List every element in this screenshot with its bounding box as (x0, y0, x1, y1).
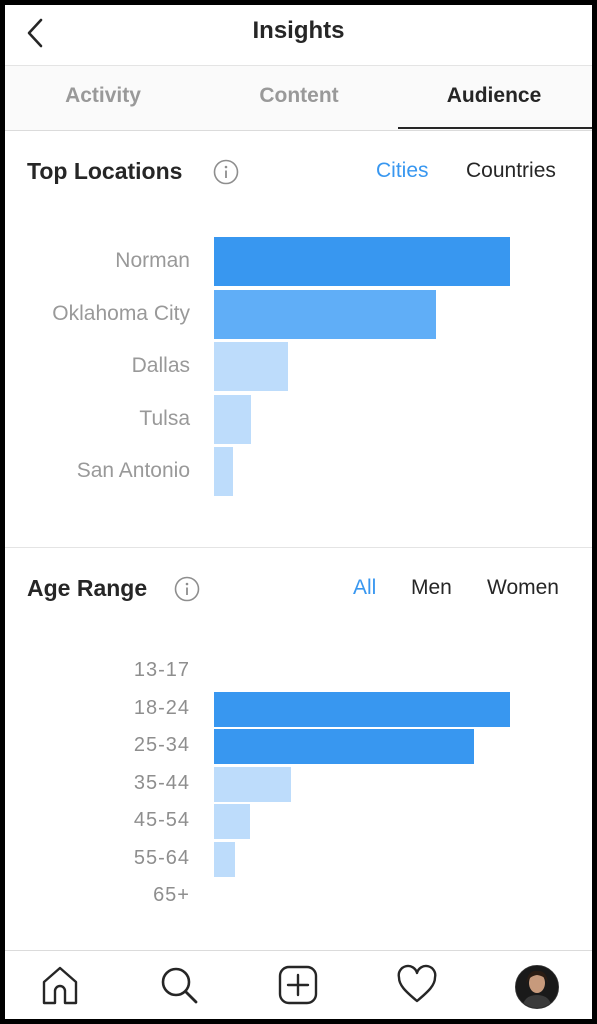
avatar-image (516, 966, 558, 1008)
location-label: Tulsa (139, 406, 190, 430)
age-label: 65+ (153, 884, 190, 906)
location-label: Oklahoma City (52, 301, 190, 325)
info-icon[interactable] (174, 576, 200, 602)
filter-countries[interactable]: Countries (466, 159, 556, 182)
location-bar (214, 447, 234, 496)
filter-women[interactable]: Women (487, 576, 559, 599)
age-bar (214, 841, 235, 877)
age-label: 55-64 (133, 846, 190, 869)
location-bar (214, 237, 510, 286)
tab-activity[interactable]: Activity (65, 84, 141, 107)
age-label: 25-34 (133, 734, 190, 756)
home-icon[interactable] (38, 963, 82, 1007)
location-label: San Antonio (76, 459, 190, 482)
search-icon[interactable] (157, 963, 201, 1007)
age-bar (214, 766, 291, 802)
age-bar (214, 729, 475, 764)
activity-heart-icon[interactable] (395, 963, 439, 1007)
age-bar (214, 804, 250, 839)
header: Insights (5, 5, 592, 66)
top-locations-title: Top Locations (27, 158, 183, 184)
age-bar (214, 691, 510, 727)
location-label: Dallas (131, 354, 190, 377)
page-title: Insights (252, 17, 345, 44)
profile-avatar[interactable] (515, 965, 559, 1009)
filter-all[interactable]: All (353, 576, 377, 599)
bottom-nav (5, 950, 592, 1019)
filter-cities[interactable]: Cities (376, 159, 429, 182)
age-label: 13-17 (133, 659, 190, 681)
new-post-icon[interactable] (276, 963, 320, 1007)
location-bar (214, 289, 436, 339)
age-label: 18-24 (133, 696, 190, 719)
insights-screen: Insights Activity Content Audience Top L… (5, 5, 592, 1019)
active-tab-indicator (398, 127, 592, 129)
info-icon[interactable] (213, 159, 239, 185)
back-chevron-icon[interactable] (21, 15, 49, 51)
location-label: Norman (115, 249, 190, 272)
age-label: 45-54 (133, 809, 190, 831)
filter-men[interactable]: Men (411, 576, 452, 599)
age-label: 35-44 (133, 771, 190, 794)
location-bar (214, 394, 251, 444)
location-bar (214, 342, 288, 391)
section-divider (5, 547, 592, 548)
insights-tabs: Activity Content Audience (5, 66, 592, 131)
age-range-title: Age Range (27, 575, 148, 601)
tab-audience[interactable]: Audience (446, 84, 542, 107)
tab-content[interactable]: Content (259, 84, 339, 107)
